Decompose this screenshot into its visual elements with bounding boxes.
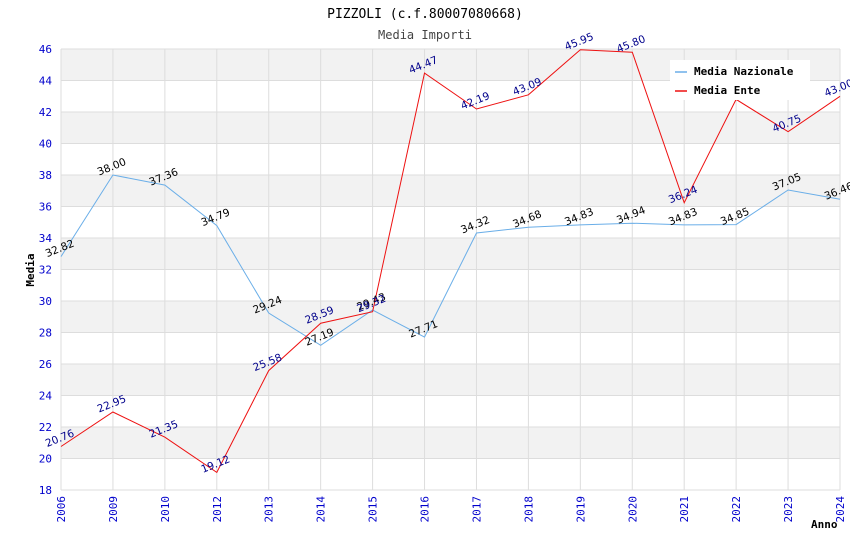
y-tick-label: 28 <box>39 327 52 340</box>
chart-title: PIZZOLI (c.f.80007080668) <box>327 7 523 22</box>
x-tick-label: 2013 <box>263 496 276 523</box>
y-tick-label: 22 <box>39 421 52 434</box>
y-tick-label: 20 <box>39 453 52 466</box>
y-tick-label: 36 <box>39 201 52 214</box>
legend-label-ente: Media Ente <box>694 84 761 97</box>
y-tick-label: 26 <box>39 358 52 371</box>
chart-subtitle: Media Importi <box>378 28 472 42</box>
y-tick-label: 32 <box>39 264 52 277</box>
x-tick-label: 2023 <box>782 496 795 523</box>
x-tick-label: 2021 <box>678 496 691 523</box>
y-tick-label: 38 <box>39 169 52 182</box>
y-axis-ticks: 18 20 22 24 26 28 30 32 34 36 38 40 42 44 46 <box>39 43 53 497</box>
x-tick-label: 2019 <box>574 496 587 523</box>
plot-band <box>61 427 840 459</box>
y-tick-label: 24 <box>39 390 53 403</box>
y-tick-label: 46 <box>39 43 52 56</box>
x-tick-label: 2016 <box>419 496 432 523</box>
y-tick-label: 44 <box>39 75 53 88</box>
y-tick-label: 34 <box>39 232 53 245</box>
y-tick-label: 40 <box>39 138 52 151</box>
x-tick-label: 2006 <box>55 496 68 523</box>
x-axis-label: Anno <box>811 518 838 531</box>
plot-band <box>61 112 840 144</box>
plot-band <box>61 364 840 396</box>
x-tick-label: 2014 <box>315 496 328 523</box>
legend-label-nazionale: Media Nazionale <box>694 65 794 78</box>
plot-band <box>61 301 840 333</box>
legend: Media Nazionale Media Ente <box>670 60 810 100</box>
x-tick-label: 2022 <box>730 496 743 523</box>
x-tick-label: 2012 <box>211 496 224 523</box>
y-tick-label: 42 <box>39 106 52 119</box>
x-tick-label: 2009 <box>107 496 120 523</box>
x-tick-label: 2015 <box>367 496 380 523</box>
series-line-media-ente <box>60 49 841 474</box>
y-axis-label: Media <box>24 253 37 286</box>
y-tick-label: 18 <box>39 484 52 497</box>
x-tick-label: 2010 <box>159 496 172 523</box>
x-tick-label: 2018 <box>522 496 535 523</box>
series-lines <box>60 49 841 474</box>
x-tick-label: 2024 <box>834 496 847 523</box>
plot-band <box>61 238 840 270</box>
x-tick-label: 2020 <box>626 496 639 523</box>
legend-box <box>670 60 810 100</box>
y-tick-label: 30 <box>39 295 52 308</box>
plot-bands <box>61 49 840 459</box>
x-tick-label: 2017 <box>470 496 483 523</box>
plot-band <box>61 175 840 207</box>
x-axis-ticks: 2006 2009 2010 2012 2013 2014 2015 2016 2017 2018… <box>55 496 847 523</box>
series-line-media-nazionale <box>60 174 841 346</box>
